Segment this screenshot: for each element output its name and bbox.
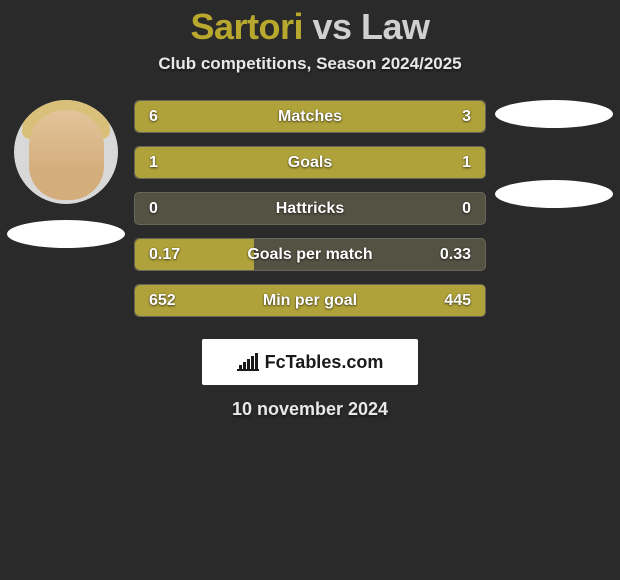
stat-bar: 0Hattricks0 [134, 192, 486, 225]
player2-name-badge [495, 100, 613, 128]
stat-left-value: 6 [135, 108, 205, 126]
stat-label: Goals [205, 154, 415, 172]
content-row: 6Matches3 1Goals1 0Hattricks0 0.17Goals per… [0, 100, 620, 317]
title-player2: Law [361, 6, 430, 47]
stat-bar: 652Min per goal445 [134, 284, 486, 317]
stat-left-value: 0.17 [135, 246, 205, 264]
player1-column [6, 100, 126, 248]
player1-name-badge [7, 220, 125, 248]
stat-bar: 1Goals1 [134, 146, 486, 179]
branding-badge[interactable]: FcTables.com [202, 339, 418, 385]
stat-label: Goals per match [205, 246, 415, 264]
comparison-title: Sartori vs Law [0, 0, 620, 48]
player1-avatar [14, 100, 118, 204]
player2-name-badge-2 [495, 180, 613, 208]
stat-label: Min per goal [205, 292, 415, 310]
branding-text: FcTables.com [265, 352, 384, 373]
subtitle: Club competitions, Season 2024/2025 [0, 54, 620, 74]
stat-left-value: 0 [135, 200, 205, 218]
title-vs: vs [303, 6, 361, 47]
stat-label: Hattricks [205, 200, 415, 218]
avatar-face [29, 110, 104, 200]
stat-bar: 0.17Goals per match0.33 [134, 238, 486, 271]
stat-right-value: 445 [415, 292, 485, 310]
stat-right-value: 0.33 [415, 246, 485, 264]
date-line: 10 november 2024 [0, 399, 620, 420]
player2-column [494, 100, 614, 208]
stat-left-value: 652 [135, 292, 205, 310]
stat-right-value: 0 [415, 200, 485, 218]
title-player1: Sartori [190, 6, 303, 47]
stat-left-value: 1 [135, 154, 205, 172]
bar-chart-icon [237, 353, 259, 371]
stat-bar: 6Matches3 [134, 100, 486, 133]
stat-label: Matches [205, 108, 415, 126]
stats-column: 6Matches3 1Goals1 0Hattricks0 0.17Goals per… [126, 100, 494, 317]
stat-right-value: 1 [415, 154, 485, 172]
stat-right-value: 3 [415, 108, 485, 126]
